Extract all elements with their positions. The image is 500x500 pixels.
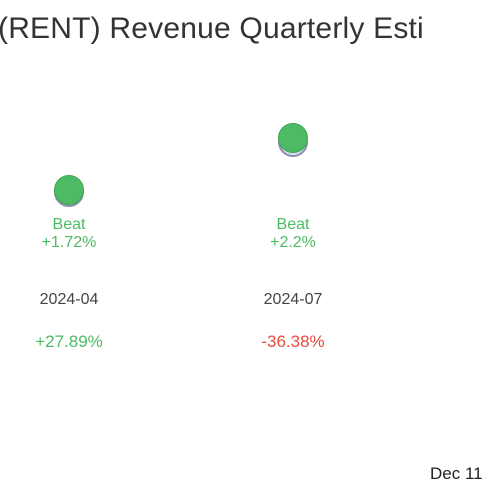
surprise-percent: +1.72%	[41, 234, 97, 251]
result-status: Beat	[276, 216, 310, 233]
date-label: Dec 11	[430, 464, 483, 483]
result-label: M-	[447, 216, 500, 252]
yoy-change: -36.38%	[261, 332, 325, 351]
result-status: Beat	[52, 216, 86, 233]
yoy-change: +27.89%	[35, 332, 103, 351]
chart-title: (RENT) Revenue Quarterly Esti	[0, 12, 424, 45]
yoy-change: (	[447, 332, 500, 352]
actual-marker	[278, 123, 308, 154]
result-label: Beat +1.72%	[0, 216, 139, 252]
result-label: Beat +2.2%	[223, 216, 363, 252]
actual-marker	[54, 175, 84, 206]
surprise-percent: -	[447, 234, 500, 252]
quarter-label: 2024-07	[263, 291, 323, 308]
quarter-label: 2024-04	[39, 291, 99, 308]
surprise-percent: +2.2%	[270, 234, 316, 251]
result-status: M	[447, 216, 500, 234]
quarter-label: 20	[447, 291, 500, 309]
